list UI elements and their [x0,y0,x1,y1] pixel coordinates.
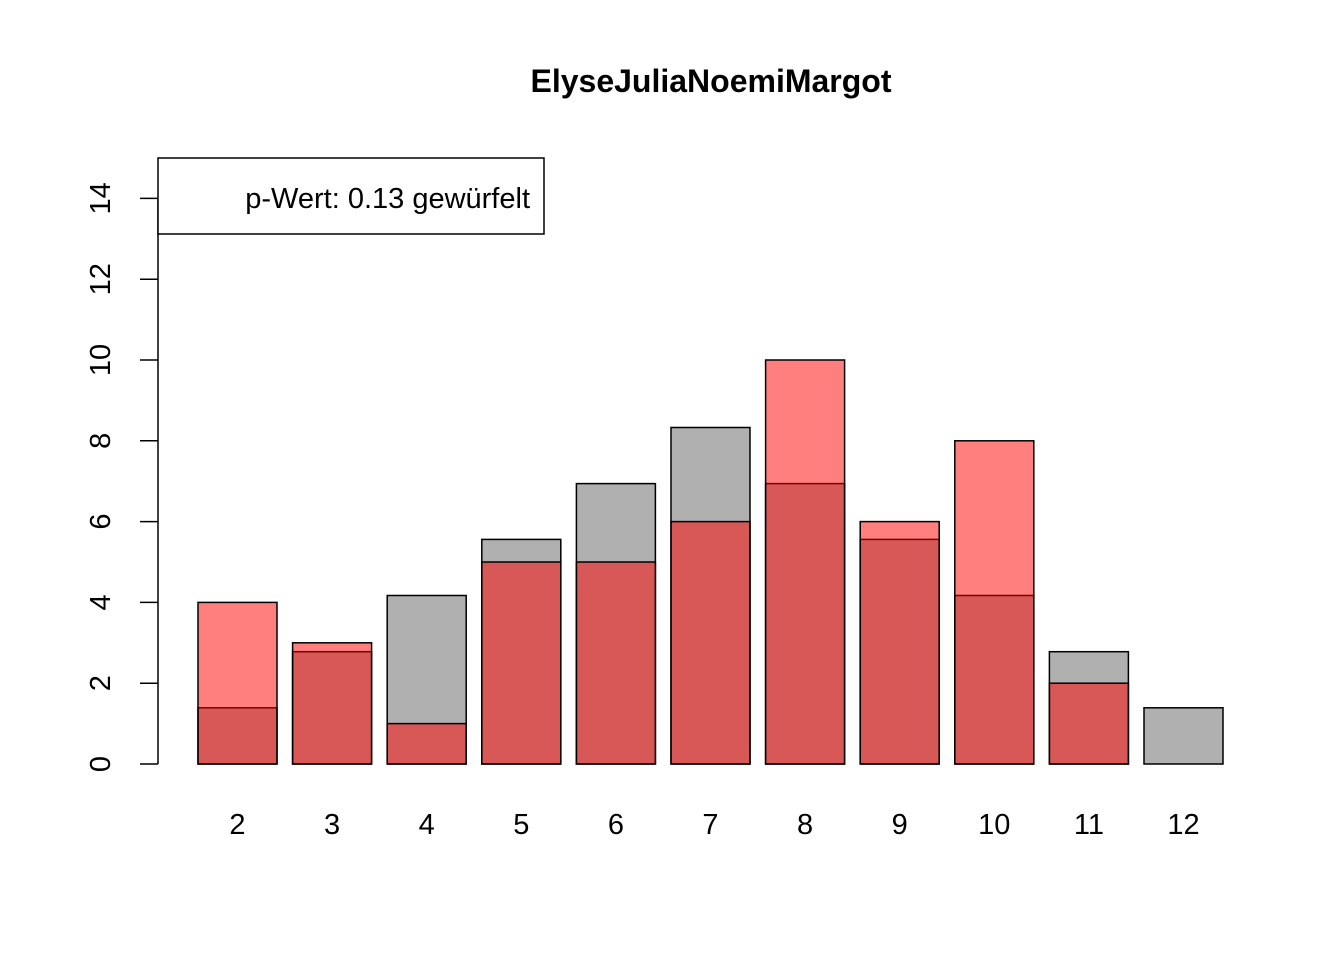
x-tick-label-5: 5 [513,809,529,841]
x-tick-label-12: 12 [1167,809,1199,841]
x-tick-label-11: 11 [1074,809,1104,841]
y-tick-label-8: 8 [85,433,117,449]
bar-observed-8 [764,359,846,765]
legend-box [157,157,545,235]
x-tick-label-4: 4 [419,809,435,841]
x-tick-label-6: 6 [608,809,624,841]
x-tick-label-3: 3 [324,809,340,841]
legend-text: p-Wert: 0.13 gewürfelt [245,183,530,215]
x-axis-labels: 2 3 4 5 6 7 8 9 10 11 12 [229,809,1199,841]
bar-observed-6 [575,561,657,765]
x-tick-label-7: 7 [702,809,718,841]
chart-title: ElyseJuliaNoemiMargot [531,63,892,99]
y-tick-label-6: 6 [85,514,117,530]
bar-observed-2 [197,601,278,765]
bar-observed-3 [291,642,373,765]
bar-observed-4 [386,722,467,765]
x-tick-label-8: 8 [797,809,813,841]
bar-observed-11 [1048,682,1130,765]
bar-observed-10 [954,440,1035,765]
y-tick-label-2: 2 [85,675,117,691]
x-tick-label-10: 10 [978,809,1010,841]
bars [197,359,1224,765]
y-tick-label-14: 14 [85,182,117,214]
y-tick-label-0: 0 [85,756,117,772]
x-tick-label-9: 9 [892,809,908,841]
y-tick-label-12: 12 [85,263,117,295]
bar-observed-5 [481,561,562,765]
bar-observed-7 [670,520,751,765]
y-tick-label-4: 4 [85,594,117,610]
y-tick-label-10: 10 [85,344,117,376]
bar-expected-12 [1143,707,1224,765]
x-tick-label-2: 2 [229,809,245,841]
legend: p-Wert: 0.13 gewürfelt [157,157,545,235]
bar-observed-9 [859,520,940,765]
y-axis: 0 2 4 6 8 10 12 14 [85,182,159,772]
